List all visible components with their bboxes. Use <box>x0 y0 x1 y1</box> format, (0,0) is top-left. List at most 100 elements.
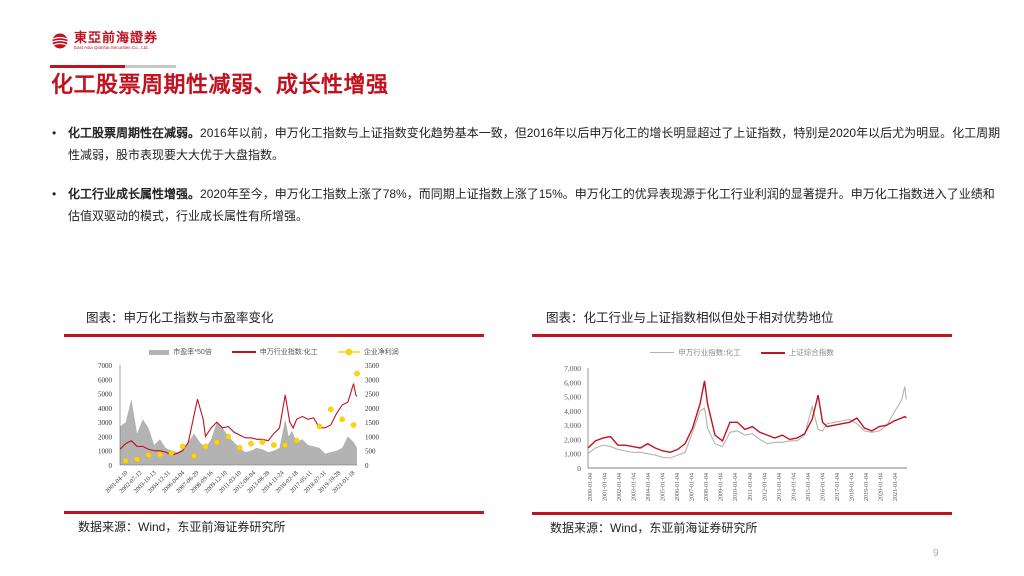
profit-point <box>293 437 300 444</box>
y-tick-right: 3500 <box>365 362 380 370</box>
y-tick-right: 2000 <box>365 405 380 413</box>
x-tick-label: 2003-01-04 <box>632 473 638 501</box>
chart-title: 图表：化工行业与上证指数相似但处于相对优势地位 <box>546 311 834 325</box>
profit-point <box>134 456 140 463</box>
profit-point <box>179 443 186 450</box>
legend-marker-yellow-icon <box>337 348 360 356</box>
chem-index-line <box>119 383 358 456</box>
x-tick-label: 2007-01-04 <box>690 473 696 501</box>
company-logo: 東亞前海證券 East Asia Qianhai Securities Co.,… <box>52 31 158 51</box>
x-tick-label: 2010-01-04 <box>733 473 739 501</box>
y-tick-left: 7000 <box>98 362 113 370</box>
profit-point <box>145 452 152 458</box>
x-tick-label: 2014-01-04 <box>791 473 797 501</box>
legend-label: 上证综合指数 <box>788 348 834 357</box>
x-tick-label: 2005-01-04 <box>661 473 667 501</box>
y-tick: 0 <box>577 464 581 473</box>
x-tick-label: 2020-01-04 <box>878 473 884 501</box>
bullet-text: 2020年至今，申万化工指数上涨了78%，而同期上证指数上涨了15%。申万化工的… <box>68 187 995 223</box>
bullet-list: 化工股票周期性在减弱。2016年以前，申万化工指数与上证指数变化趋势基本一致，但… <box>52 122 1002 244</box>
x-tick-label: 2021-01-04 <box>893 473 899 501</box>
y-tick-left: 3000 <box>98 419 113 427</box>
y-tick: 3,000 <box>564 421 581 430</box>
y-tick-left: 0 <box>109 462 113 470</box>
profit-point <box>157 451 163 458</box>
legend-label: 企业净利润 <box>363 349 399 356</box>
y-tick: 1,000 <box>564 450 581 459</box>
y-tick-right: 1500 <box>365 419 380 427</box>
y-tick-left: 6000 <box>98 376 113 384</box>
right-chart-panel: 图表：化工行业与上证指数相似但处于相对优势地位 申万行业指数:化工 上证综合指数… <box>532 307 952 536</box>
y-tick-left: 5000 <box>98 391 113 399</box>
x-tick-label: 2013-01-04 <box>777 473 783 501</box>
profit-point <box>327 406 334 413</box>
x-tick-label: 2001-01-04 <box>603 473 609 501</box>
legend-swatch-grey <box>149 349 170 355</box>
y-tick: 6,000 <box>564 378 581 387</box>
left-chart-panel: 图表：申万化工指数与市盈率变化 市盈率*50倍 申万行业指数:化工 企业净利润 … <box>64 307 484 535</box>
x-tick-label: 2002-01-04 <box>617 473 623 501</box>
chem-vs-sse-chart: 0 1,000 2,000 3,000 4,000 5,000 6,000 7,000 2000… <box>564 364 907 501</box>
x-tick-label: 2009-01-04 <box>719 473 725 501</box>
y-tick-left: 4000 <box>98 405 113 413</box>
bullet-heading: 化工股票周期性在减弱。 <box>68 126 201 140</box>
header-accent-bar-red <box>50 65 125 68</box>
logo-globe-icon <box>52 33 68 49</box>
panel-top-rule <box>532 334 952 337</box>
bullet-heading: 化工行业成长属性增强。 <box>68 187 201 201</box>
x-tick-label: 2019-01-04 <box>864 473 870 501</box>
legend-swatch-red <box>231 351 256 353</box>
panel-bottom-rule <box>64 511 484 514</box>
legend-item-pe: 市盈率*50倍 <box>149 347 212 357</box>
chem-index-line <box>587 386 907 459</box>
bullet-item: 化工行业成长属性增强。2020年至今，申万化工指数上涨了78%，而同期上证指数上… <box>52 183 1002 227</box>
pe-area-series <box>120 399 357 465</box>
y-tick: 2,000 <box>564 435 581 444</box>
y-tick: 7,000 <box>564 364 581 373</box>
logo-english-name: East Asia Qianhai Securities Co., Ltd. <box>74 45 149 50</box>
legend-item-index: 申万行业指数:化工 <box>231 347 318 357</box>
y-tick-right: 500 <box>365 448 376 456</box>
profit-point <box>282 442 289 448</box>
y-tick-right: 2500 <box>365 391 380 399</box>
chart-legend: 申万行业指数:化工 上证综合指数 <box>532 347 952 358</box>
legend-item-chem: 申万行业指数:化工 <box>650 347 741 358</box>
x-tick-label: 2008-01-04 <box>704 473 710 501</box>
legend-item-sse: 上证综合指数 <box>760 347 834 358</box>
chart-legend: 市盈率*50倍 申万行业指数:化工 企业净利润 <box>64 347 484 357</box>
page-title: 化工股票周期性减弱、成长性增强 <box>51 72 389 97</box>
profit-point <box>248 440 254 447</box>
legend-swatch-red <box>760 351 785 354</box>
profit-point <box>236 445 243 451</box>
profit-point <box>316 423 323 430</box>
x-tick-label: 2011-01-04 <box>748 473 754 501</box>
y-tick-right: 3000 <box>365 376 380 384</box>
x-tick-label: 2004-01-04 <box>646 473 652 501</box>
profit-point <box>214 439 220 445</box>
pe-index-profit-chart: 0 1000 2000 3000 4000 5000 6000 7000 0 500 1000 150… <box>98 362 380 495</box>
profit-point <box>191 453 197 459</box>
y-tick: 4,000 <box>564 407 581 416</box>
legend-item-profit: 企业净利润 <box>337 347 399 357</box>
chart-title: 图表：申万化工指数与市盈率变化 <box>86 311 274 325</box>
y-tick-right: 0 <box>365 462 369 470</box>
profit-point <box>202 443 209 450</box>
profit-point <box>259 439 266 445</box>
data-source: 数据来源：Wind，东亚前海证券研究所 <box>78 520 286 534</box>
x-tick-label: 2015-01-04 <box>806 473 812 501</box>
legend-label: 申万行业指数:化工 <box>259 349 318 356</box>
x-tick-label: 2012-01-04 <box>762 473 768 501</box>
panel-top-rule <box>64 334 484 337</box>
legend-label: 申万行业指数:化工 <box>678 348 741 357</box>
x-tick-label: 2018-01-04 <box>849 473 855 501</box>
page-number: 9 <box>933 548 939 559</box>
legend-swatch-grey <box>650 351 675 354</box>
profit-point <box>339 416 345 423</box>
y-tick-left: 2000 <box>98 433 113 441</box>
panel-bottom-rule <box>532 512 952 515</box>
data-source: 数据来源：Wind，东亚前海证券研究所 <box>550 521 758 535</box>
sse-index-line <box>587 380 907 454</box>
profit-point <box>122 457 129 464</box>
y-tick-right: 1000 <box>365 433 380 441</box>
header-accent-bar-grey <box>125 65 176 68</box>
